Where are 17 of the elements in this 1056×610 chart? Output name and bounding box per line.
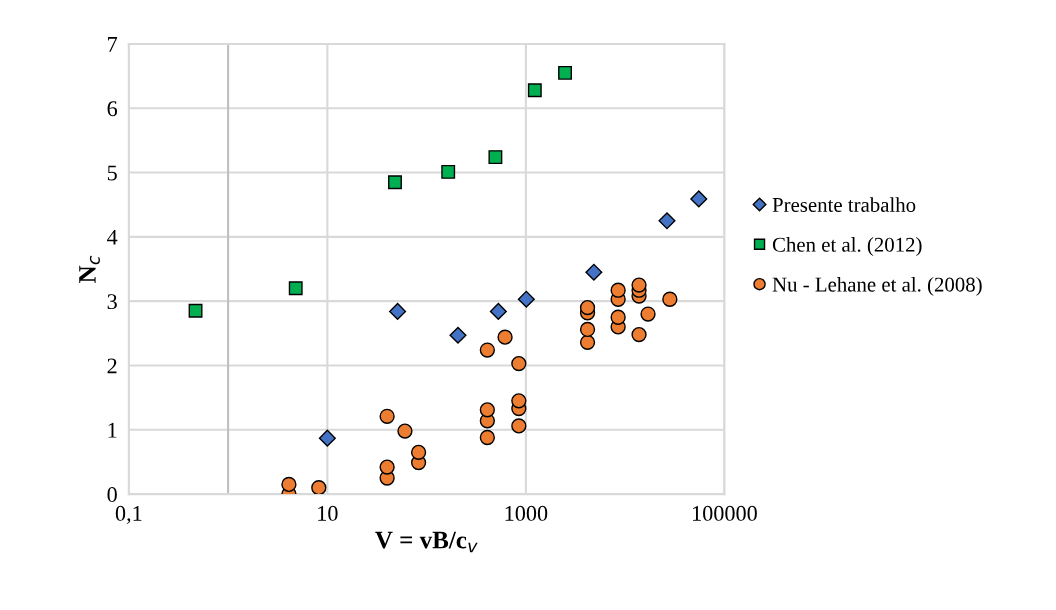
legend-label: Nu - Lehane et al. (2008) [772,276,982,296]
y-axis-title: N$_{c}$ [79,255,100,283]
x-tick-label: 0,1 [115,505,142,525]
x-tick-label: 100000 [693,505,757,521]
y-tick-label: 5 [107,165,117,181]
y-tick-label: 2 [107,358,117,374]
x-axis-title: V = vB/c$_{v}$ [375,531,478,553]
x-tick-label: 1000 [505,505,548,521]
y-tick-label: 0 [107,487,117,503]
legend-label: Chen et al. (2012) [772,237,922,257]
y-tick-label: 3 [107,294,117,310]
y-tick-label: 6 [107,101,118,117]
legend-label: Presente trabalho [772,197,916,212]
y-tick-label: 1 [108,422,117,438]
y-tick-label: 7 [108,37,118,52]
x-tick-label: 10 [318,505,338,521]
y-tick-label: 4 [107,229,118,245]
